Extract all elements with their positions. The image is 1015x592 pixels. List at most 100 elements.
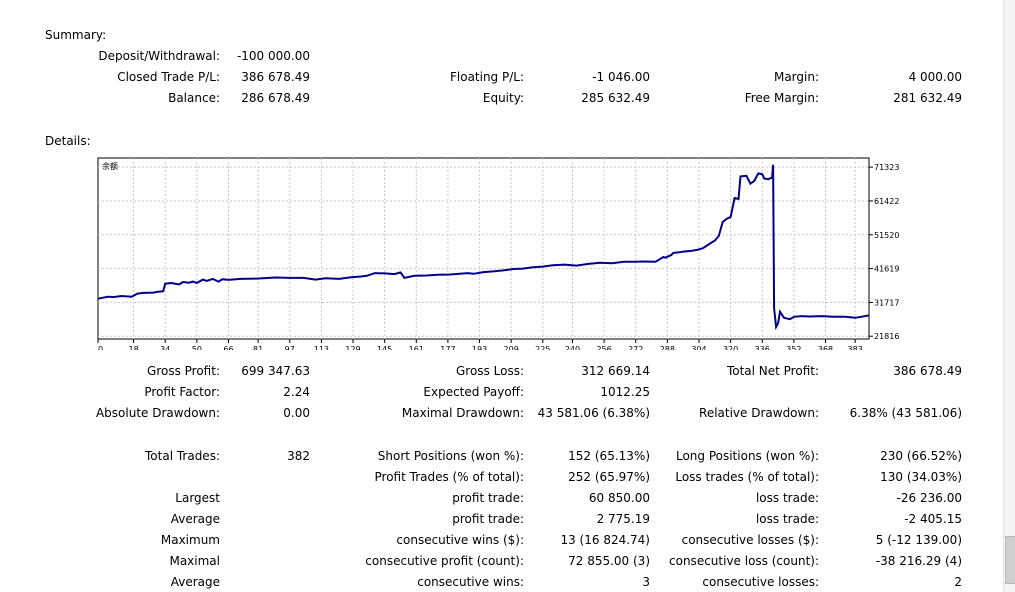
chart-frame xyxy=(97,157,870,340)
x-tick-label: 34 xyxy=(160,345,170,350)
x-tick-label: 288 xyxy=(660,345,675,350)
y-tick-label: 218164 xyxy=(874,332,900,341)
short-positions-value: 152 (65.13%) xyxy=(568,449,650,463)
x-tick-label: 129 xyxy=(345,345,360,350)
short-positions-label: Short Positions (won %): xyxy=(377,449,524,463)
x-tick-label: 161 xyxy=(409,345,424,350)
x-tick-label: 66 xyxy=(223,345,233,350)
y-tick-label: 614221 xyxy=(874,197,900,206)
gross-loss-label: Gross Loss: xyxy=(456,364,524,378)
avg-profit-value: 2 775.19 xyxy=(596,512,650,526)
x-tick-label: 383 xyxy=(848,345,863,350)
profit-trades-label: Profit Trades (% of total): xyxy=(374,470,524,484)
deposit-label: Deposit/Withdrawal: xyxy=(98,49,220,63)
total-trades-value: 382 xyxy=(287,449,310,463)
x-tick-label: 336 xyxy=(755,345,770,350)
long-positions-value: 230 (66.52%) xyxy=(880,449,962,463)
free-margin-value: 281 632.49 xyxy=(893,91,962,105)
maximal-consecutive-loss-value: -38 216.29 (4) xyxy=(875,554,962,568)
margin-label: Margin: xyxy=(773,70,819,84)
chart-grid xyxy=(98,158,869,339)
absolute-drawdown-value: 0.00 xyxy=(283,406,310,420)
x-tick-label: 209 xyxy=(504,345,519,350)
x-axis-ticks: 0 18 34 50 66 81 97 113 129 145 161 177 193 209 225 240… xyxy=(97,339,863,350)
maximal-consecutive-profit-label: consecutive profit (count): xyxy=(365,554,524,568)
x-tick-label: 18 xyxy=(128,345,138,350)
x-tick-label: 320 xyxy=(723,345,738,350)
x-tick-label: 272 xyxy=(628,345,643,350)
vertical-scrollbar[interactable] xyxy=(1003,0,1015,592)
max-consecutive-wins-label: consecutive wins ($): xyxy=(396,533,524,547)
x-tick-label: 97 xyxy=(285,345,295,350)
free-margin-label: Free Margin: xyxy=(744,91,819,105)
balance-label: Balance: xyxy=(168,91,220,105)
y-tick-label: 317178 xyxy=(874,298,900,307)
avg-consecutive-wins-value: 3 xyxy=(642,575,650,589)
max-consecutive-losses-label: consecutive losses ($): xyxy=(681,533,819,547)
maximum-label: Maximum xyxy=(160,533,220,547)
chart-title: 余额 xyxy=(102,161,118,171)
loss-trades-label: Loss trades (% of total): xyxy=(675,470,819,484)
x-tick-label: 81 xyxy=(253,345,263,350)
y-tick-label: 416192 xyxy=(874,265,900,274)
x-tick-label: 177 xyxy=(440,345,455,350)
x-tick-label: 352 xyxy=(786,345,801,350)
average-label: Average xyxy=(170,512,220,526)
floating-label: Floating P/L: xyxy=(449,70,524,84)
avg-consecutive-wins-label: consecutive wins: xyxy=(417,575,524,589)
maximal-label: Maximal xyxy=(169,554,220,568)
balance-value: 286 678.49 xyxy=(241,91,310,105)
margin-value: 4 000.00 xyxy=(908,70,962,84)
equity-value: 285 632.49 xyxy=(581,91,650,105)
balance-series-line xyxy=(97,164,870,331)
x-tick-label: 304 xyxy=(691,345,706,350)
expected-payoff-value: 1012.25 xyxy=(600,385,650,399)
long-positions-label: Long Positions (won %): xyxy=(675,449,819,463)
relative-drawdown-label: Relative Drawdown: xyxy=(699,406,819,420)
absolute-drawdown-label: Absolute Drawdown: xyxy=(95,406,220,420)
closed-trade-label: Closed Trade P/L: xyxy=(117,70,220,84)
maximal-consecutive-profit-value: 72 855.00 (3) xyxy=(568,554,650,568)
avg-profit-label: profit trade: xyxy=(452,512,524,526)
x-tick-label: 0 xyxy=(98,345,103,350)
gross-profit-value: 699 347.63 xyxy=(241,364,310,378)
avg-loss-label: loss trade: xyxy=(755,512,819,526)
largest-profit-value: 60 850.00 xyxy=(588,491,650,505)
largest-loss-value: -26 236.00 xyxy=(896,491,962,505)
floating-value: -1 046.00 xyxy=(592,70,650,84)
total-net-profit-value: 386 678.49 xyxy=(893,364,962,378)
largest-profit-label: profit trade: xyxy=(452,491,524,505)
max-consecutive-losses-value: 5 (-12 139.00) xyxy=(875,533,962,547)
x-tick-label: 368 xyxy=(818,345,833,350)
closed-trade-value: 386 678.49 xyxy=(241,70,310,84)
largest-label: Largest xyxy=(175,491,220,505)
relative-drawdown-value: 6.38% (43 581.06) xyxy=(849,406,962,420)
gross-loss-value: 312 669.14 xyxy=(581,364,650,378)
avg-loss-value: -2 405.15 xyxy=(904,512,962,526)
x-tick-label: 50 xyxy=(192,345,202,350)
equity-label: Equity: xyxy=(482,91,524,105)
x-tick-label: 256 xyxy=(596,345,611,350)
y-tick-label: 713235 xyxy=(874,163,900,172)
gross-profit-label: Gross Profit: xyxy=(147,364,220,378)
scrollbar-thumb[interactable] xyxy=(1005,536,1015,584)
x-tick-label: 240 xyxy=(565,345,580,350)
x-tick-label: 193 xyxy=(472,345,487,350)
max-consecutive-wins-value: 13 (16 824.74) xyxy=(560,533,650,547)
balance-chart: 0 18 34 50 66 81 97 113 129 145 161 177 193 209 225 240… xyxy=(97,157,900,350)
avg-consecutive-losses-label: consecutive losses: xyxy=(702,575,819,589)
x-tick-label: 225 xyxy=(535,345,550,350)
profit-trades-value: 252 (65.97%) xyxy=(568,470,650,484)
x-tick-label: 145 xyxy=(377,345,392,350)
loss-trades-value: 130 (34.03%) xyxy=(880,470,962,484)
expected-payoff-label: Expected Payoff: xyxy=(423,385,524,399)
total-trades-label: Total Trades: xyxy=(145,449,220,463)
summary-heading: Summary: xyxy=(45,28,107,42)
deposit-value: -100 000.00 xyxy=(236,49,310,63)
profit-factor-label: Profit Factor: xyxy=(144,385,220,399)
average-consecutive-label: Average xyxy=(170,575,220,589)
maximal-drawdown-label: Maximal Drawdown: xyxy=(401,406,524,420)
avg-consecutive-losses-value: 2 xyxy=(954,575,962,589)
